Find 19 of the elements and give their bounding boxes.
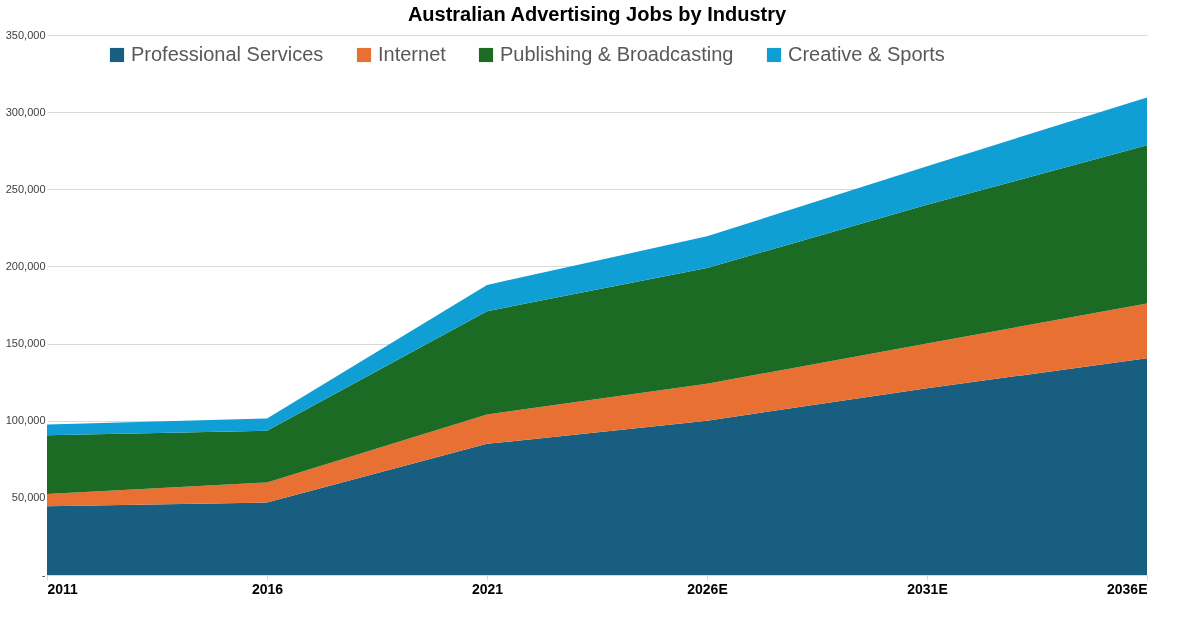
y-tick-label: 300,000 xyxy=(5,105,46,118)
y-tick-label: 200,000 xyxy=(5,259,46,272)
y-tick-label: 350,000 xyxy=(5,28,46,41)
chart-title: Australian Advertising Jobs by Industry xyxy=(407,3,787,25)
x-tick-label: 2031E xyxy=(907,580,948,597)
legend-label: Creative & Sports xyxy=(788,43,945,65)
legend-label: Publishing & Broadcasting xyxy=(500,43,734,65)
y-tick-label: 100,000 xyxy=(5,414,46,427)
legend-label: Professional Services xyxy=(131,43,324,65)
y-tick-label: 250,000 xyxy=(5,182,46,195)
x-tick-label: 2016 xyxy=(251,580,284,597)
legend-label: Internet xyxy=(378,43,447,65)
x-tick-label: 2021 xyxy=(471,580,504,597)
y-tick-label: 50,000 xyxy=(11,491,46,504)
x-tick-label: 2026E xyxy=(687,580,728,597)
y-tick-label: 150,000 xyxy=(5,337,46,350)
x-tick-label: 2011 xyxy=(47,580,79,597)
y-tick-label: - xyxy=(41,568,46,581)
x-tick-label: 2036E xyxy=(1107,580,1148,597)
